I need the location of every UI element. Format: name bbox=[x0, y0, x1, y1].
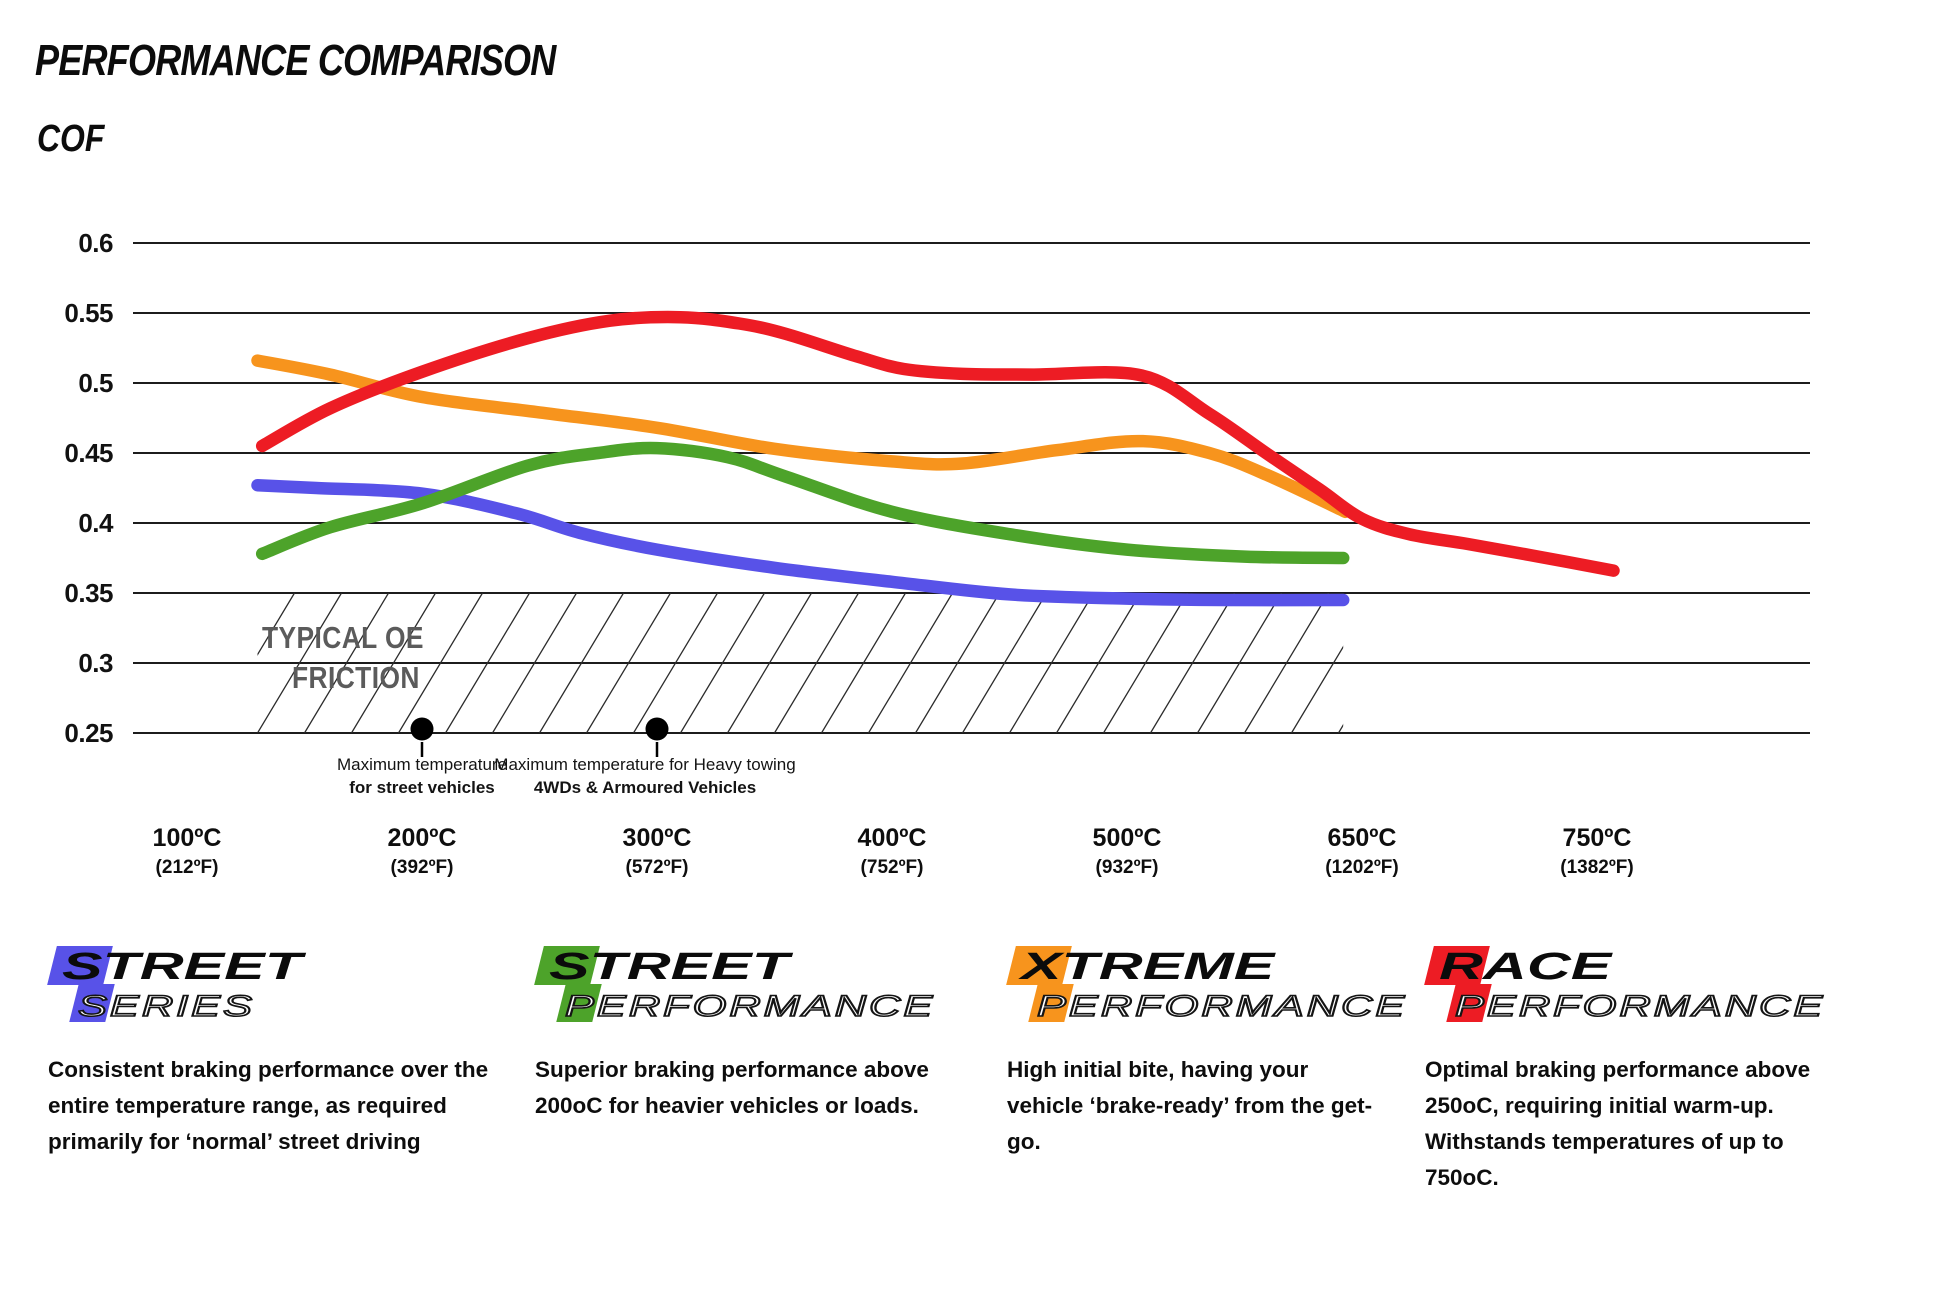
y-tick-label: 0.35 bbox=[64, 578, 113, 608]
annotation-line1: Maximum temperature for Heavy towing bbox=[494, 755, 796, 774]
legend-wordmark: RACE bbox=[1439, 946, 1612, 988]
legend-description: Consistent braking performance over the … bbox=[48, 1057, 489, 1154]
legend-wordmark: STREET bbox=[549, 946, 789, 988]
x-tick-label: 500ºC (932ºF) bbox=[1037, 824, 1217, 879]
x-tick-celsius: 650ºC bbox=[1327, 824, 1397, 852]
max-temperature-annotation: Maximum temperature for Heavy towing 4WDs… bbox=[425, 753, 865, 799]
annotation-dots bbox=[410, 717, 669, 757]
typical-oe-friction-label-line2: FRICTION bbox=[292, 660, 420, 695]
legend-description: Optimal braking performance above 250oC,… bbox=[1425, 1057, 1811, 1190]
x-tick-label: 100ºC (212ºF) bbox=[97, 824, 277, 879]
series-line-race-performance bbox=[255, 310, 1620, 577]
x-tick-fahrenheit: (572ºF) bbox=[625, 857, 689, 878]
y-tick-label: 0.6 bbox=[78, 228, 113, 258]
x-tick-fahrenheit: (752ºF) bbox=[860, 857, 924, 878]
legend-description: High initial bite, having your vehicle ‘… bbox=[1007, 1057, 1373, 1154]
x-tick-celsius: 100ºC bbox=[152, 824, 222, 852]
x-tick-celsius: 500ºC bbox=[1092, 824, 1162, 852]
x-tick-celsius: 750ºC bbox=[1562, 824, 1632, 852]
legend-subword: SERIES bbox=[77, 989, 255, 1024]
x-tick-fahrenheit: (392ºF) bbox=[390, 857, 454, 878]
annotation-line2: for street vehicles bbox=[349, 778, 495, 797]
legend-wordmark: XTREME bbox=[1021, 946, 1275, 988]
legend-subword: PERFORMANCE bbox=[564, 989, 936, 1024]
series-line-xtreme-performance bbox=[251, 354, 1352, 519]
y-tick-label: 0.3 bbox=[78, 648, 113, 678]
series-line-street-series bbox=[251, 478, 1350, 607]
legend-wordmark: STREET bbox=[62, 946, 302, 988]
legend-subword: PERFORMANCE bbox=[1454, 989, 1826, 1024]
x-tick-label: 300ºC (572ºF) bbox=[567, 824, 747, 879]
x-tick-celsius: 200ºC bbox=[387, 824, 457, 852]
y-tick-label: 0.25 bbox=[64, 718, 113, 748]
x-tick-fahrenheit: (932ºF) bbox=[1095, 857, 1159, 878]
x-tick-label: 750ºC (1382ºF) bbox=[1507, 824, 1687, 879]
y-tick-label: 0.5 bbox=[78, 368, 113, 398]
x-tick-celsius: 300ºC bbox=[622, 824, 692, 852]
x-tick-fahrenheit: (1382ºF) bbox=[1560, 857, 1634, 878]
cof-line-chart-canvas bbox=[133, 242, 1810, 757]
y-axis-title: COF bbox=[37, 118, 105, 160]
series-line-street-performance bbox=[255, 441, 1350, 565]
annotation-line2: 4WDs & Armoured Vehicles bbox=[533, 778, 757, 797]
legend-description: Superior braking performance above 200oC… bbox=[535, 1057, 929, 1118]
y-tick-label: 0.45 bbox=[64, 438, 113, 468]
x-tick-celsius: 400ºC bbox=[857, 824, 927, 852]
x-tick-fahrenheit: (1202ºF) bbox=[1325, 857, 1399, 878]
page-title: PERFORMANCE COMPARISON bbox=[35, 36, 556, 85]
y-tick-label: 0.55 bbox=[64, 298, 113, 328]
y-tick-label: 0.4 bbox=[78, 508, 113, 538]
x-tick-label: 650ºC (1202ºF) bbox=[1272, 824, 1452, 879]
oe-friction-hatch bbox=[257, 593, 1344, 733]
x-tick-label: 200ºC (392ºF) bbox=[332, 824, 512, 879]
x-tick-fahrenheit: (212ºF) bbox=[155, 857, 219, 878]
max-temperature-annotation: Maximum temperature for street vehicles bbox=[202, 753, 642, 799]
annotation-line1: Maximum temperature bbox=[336, 755, 508, 774]
x-tick-label: 400ºC (752ºF) bbox=[802, 824, 982, 879]
legend-subword: PERFORMANCE bbox=[1036, 989, 1408, 1024]
typical-oe-friction-label-line1: TYPICAL OE bbox=[262, 620, 424, 655]
